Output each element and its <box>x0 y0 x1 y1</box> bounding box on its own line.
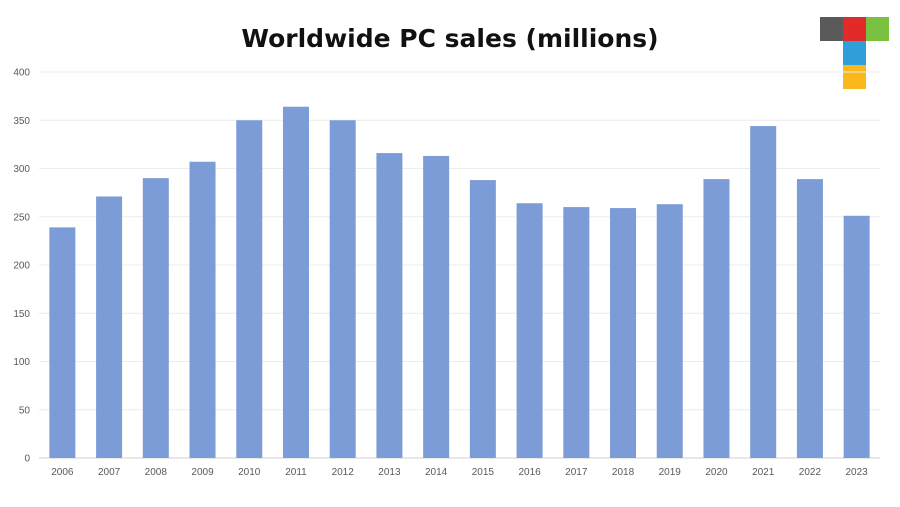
x-tick-label: 2021 <box>752 467 775 478</box>
y-tick-label: 400 <box>13 68 30 79</box>
bar-2011 <box>282 106 309 459</box>
x-tick-label: 2009 <box>191 467 214 478</box>
logo-block-green <box>866 17 889 41</box>
bar-2008 <box>142 178 169 458</box>
x-tick-label: 2010 <box>238 467 261 478</box>
bar-2023 <box>843 215 870 458</box>
logo-block-red <box>843 17 866 41</box>
y-tick-label: 100 <box>13 357 30 368</box>
x-tick-label: 2008 <box>145 467 168 478</box>
logo-block-yellow <box>843 65 866 89</box>
bar-2016 <box>516 203 543 458</box>
bar-2006 <box>49 227 76 458</box>
bar-2012 <box>329 120 356 458</box>
bar-2018 <box>610 208 637 458</box>
x-tick-label: 2023 <box>846 467 869 478</box>
x-tick-label: 2020 <box>705 467 728 478</box>
x-tick-label: 2017 <box>565 467 588 478</box>
y-tick-label: 150 <box>13 309 30 320</box>
bar-2021 <box>750 126 777 458</box>
bar-2017 <box>563 207 590 458</box>
bar-2009 <box>189 161 216 458</box>
x-tick-label: 2012 <box>332 467 355 478</box>
x-tick-label: 2011 <box>285 467 307 478</box>
y-tick-label: 300 <box>13 164 30 175</box>
chart-title: Worldwide PC sales (millions) <box>241 24 659 53</box>
x-tick-label: 2016 <box>518 467 541 478</box>
x-tick-label: 2007 <box>98 467 121 478</box>
bar-2019 <box>656 204 683 458</box>
bar-2015 <box>469 180 496 458</box>
logo-block-gray <box>820 17 843 41</box>
x-tick-label: 2015 <box>472 467 495 478</box>
bar-2014 <box>423 155 450 458</box>
x-tick-label: 2013 <box>378 467 401 478</box>
bar-2007 <box>96 196 123 459</box>
bar-2010 <box>236 120 263 458</box>
x-tick-label: 2014 <box>425 467 448 478</box>
bar-2022 <box>796 179 823 459</box>
y-tick-label: 350 <box>13 116 30 127</box>
y-tick-label: 250 <box>13 212 30 223</box>
y-tick-label: 200 <box>13 261 30 272</box>
bar-2013 <box>376 153 403 458</box>
x-tick-label: 2019 <box>659 467 682 478</box>
logo-block-blue <box>843 41 866 65</box>
y-tick-label: 50 <box>19 405 31 416</box>
x-tick-label: 2018 <box>612 467 635 478</box>
y-tick-label: 0 <box>24 454 30 465</box>
x-tick-label: 2022 <box>799 467 822 478</box>
bar-2020 <box>703 179 730 459</box>
x-tick-label: 2006 <box>51 467 74 478</box>
